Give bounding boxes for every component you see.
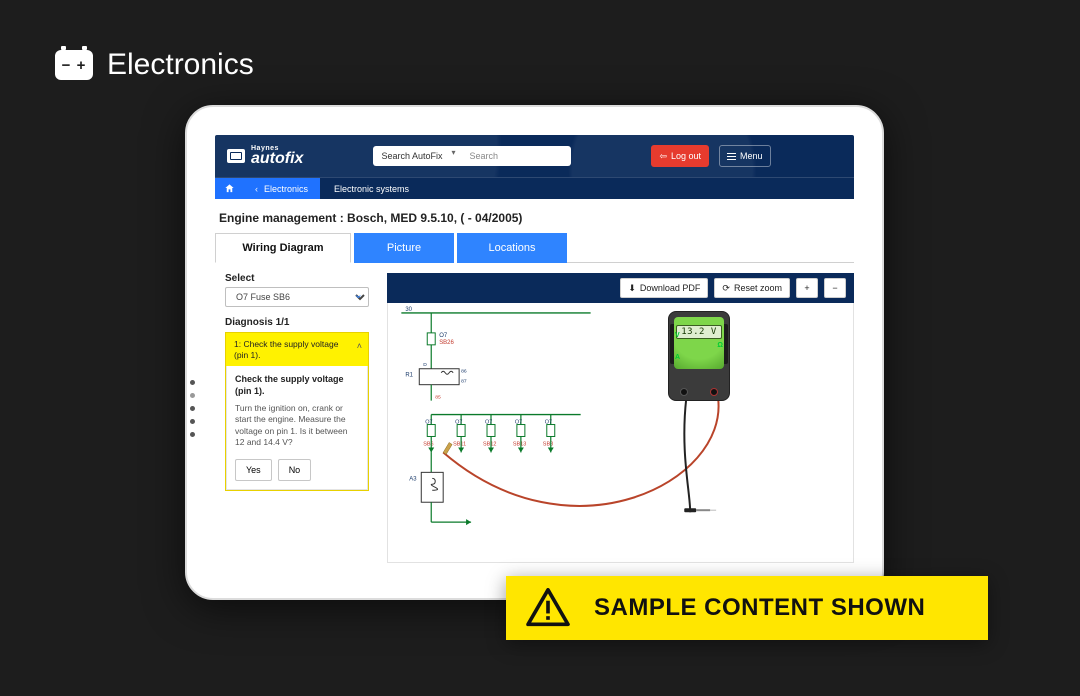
chevron-left-icon: ‹: [255, 184, 258, 194]
content-area: Engine management : Bosch, MED 9.5.10, (…: [215, 199, 854, 563]
yes-button[interactable]: Yes: [235, 459, 272, 481]
no-button[interactable]: No: [278, 459, 312, 481]
download-pdf-button[interactable]: ⬇ Download PDF: [620, 278, 708, 298]
tab-picture[interactable]: Picture: [354, 233, 454, 263]
meter-ohm-label: Ω: [717, 342, 723, 349]
meter-v-label: V: [675, 332, 680, 339]
breadcrumb-level2[interactable]: Electronic systems: [320, 178, 423, 199]
svg-text:O7: O7: [515, 420, 522, 426]
search-input[interactable]: [461, 146, 571, 166]
reset-zoom-button[interactable]: ⟳ Reset zoom: [714, 278, 790, 298]
multimeter: 13.2 V V A Ω: [668, 311, 730, 401]
accordion-body: Check the supply voltage (pin 1). Turn t…: [226, 366, 368, 489]
accordion-header-text: 1: Check the supply voltage (pin 1).: [234, 339, 338, 360]
svg-text:D: D: [423, 362, 427, 368]
svg-text:SB12: SB12: [483, 441, 496, 447]
top-bar: Haynes autofix Search AutoFix ⇦ Log out …: [215, 135, 854, 177]
zoom-out-button[interactable]: −: [824, 278, 846, 298]
svg-text:30: 30: [405, 307, 412, 313]
category-badge: − + Electronics: [55, 48, 254, 82]
component-select[interactable]: O7 Fuse SB6: [225, 287, 369, 307]
category-label: Electronics: [107, 48, 254, 82]
svg-text:SB8: SB8: [543, 441, 553, 447]
diagnosis-label: Diagnosis 1/1: [225, 317, 369, 328]
logout-icon: ⇦: [659, 151, 667, 162]
svg-text:87: 87: [461, 379, 467, 385]
sample-banner-text: SAMPLE CONTENT SHOWN: [594, 594, 925, 622]
svg-text:A3: A3: [409, 476, 417, 482]
wiring-diagram[interactable]: 30O7SB26R1D868785O7SB6O7SB11O7SB12O7SB13…: [387, 303, 854, 563]
breadcrumb-level1[interactable]: ‹ Electronics: [243, 178, 320, 199]
app-screen: Haynes autofix Search AutoFix ⇦ Log out …: [215, 135, 854, 570]
meter-plug-black: [680, 388, 688, 396]
svg-text:86: 86: [461, 369, 467, 375]
logout-label: Log out: [671, 151, 701, 161]
reset-label: Reset zoom: [734, 283, 782, 293]
brand-icon: [227, 149, 245, 163]
svg-text:SB6: SB6: [423, 441, 433, 447]
menu-button[interactable]: Menu: [719, 145, 771, 167]
breadcrumb-level1-label: Electronics: [264, 184, 308, 194]
search-scope-select[interactable]: Search AutoFix: [373, 146, 461, 166]
search-group: Search AutoFix: [373, 146, 571, 166]
diagram-toolbar: ⬇ Download PDF ⟳ Reset zoom + −: [387, 273, 854, 303]
svg-text:O7: O7: [425, 420, 432, 426]
multimeter-reading: 13.2 V: [676, 325, 722, 339]
reset-icon: ⟳: [722, 283, 730, 294]
menu-label: Menu: [740, 151, 763, 161]
tablet-frame: Haynes autofix Search AutoFix ⇦ Log out …: [185, 105, 884, 600]
left-panel: Select O7 Fuse SB6 Diagnosis 1/1 1: Chec…: [225, 273, 369, 563]
hamburger-icon: [727, 153, 736, 160]
svg-text:O7: O7: [455, 420, 462, 426]
battery-icon: − +: [55, 50, 93, 80]
svg-text:SB26: SB26: [439, 340, 454, 346]
step-title: Check the supply voltage (pin 1).: [235, 374, 359, 397]
pager-dots: [190, 380, 195, 437]
diagram-panel: ⬇ Download PDF ⟳ Reset zoom + − 30O7SB26…: [387, 273, 854, 563]
zoom-in-button[interactable]: +: [796, 278, 818, 298]
svg-text:R1: R1: [405, 373, 413, 379]
breadcrumb-level2-label: Electronic systems: [334, 184, 409, 194]
tab-bar: Wiring Diagram Picture Locations: [215, 233, 854, 263]
step-text: Turn the ignition on, crank or start the…: [235, 403, 359, 449]
logout-button[interactable]: ⇦ Log out: [651, 145, 709, 167]
meter-plug-red: [710, 388, 718, 396]
download-icon: ⬇: [628, 283, 636, 294]
warning-icon: [526, 588, 570, 628]
svg-text:O7: O7: [439, 333, 448, 339]
download-label: Download PDF: [640, 283, 701, 293]
svg-text:SB13: SB13: [513, 441, 526, 447]
page-title: Engine management : Bosch, MED 9.5.10, (…: [215, 211, 854, 233]
svg-text:O7: O7: [485, 420, 492, 426]
sample-content-banner: SAMPLE CONTENT SHOWN: [506, 576, 988, 640]
breadcrumb-bar: ‹ Electronics Electronic systems: [215, 177, 854, 199]
brand-big: autofix: [251, 151, 303, 167]
diagnosis-accordion: 1: Check the supply voltage (pin 1). ˄ C…: [225, 332, 369, 491]
breadcrumb-home[interactable]: [215, 178, 243, 199]
svg-text:SB11: SB11: [453, 441, 466, 447]
wiring-svg: 30O7SB26R1D868785O7SB6O7SB11O7SB12O7SB13…: [388, 303, 853, 562]
select-label: Select: [225, 273, 369, 284]
svg-text:O7: O7: [545, 420, 552, 426]
home-icon: [224, 183, 235, 194]
chevron-up-icon: ˄: [357, 341, 362, 352]
accordion-header[interactable]: 1: Check the supply voltage (pin 1). ˄: [226, 333, 368, 366]
brand-logo[interactable]: Haynes autofix: [227, 145, 303, 167]
tab-wiring-diagram[interactable]: Wiring Diagram: [215, 233, 351, 263]
svg-text:85: 85: [435, 395, 441, 401]
meter-a-label: A: [675, 354, 680, 361]
tab-locations[interactable]: Locations: [457, 233, 567, 263]
